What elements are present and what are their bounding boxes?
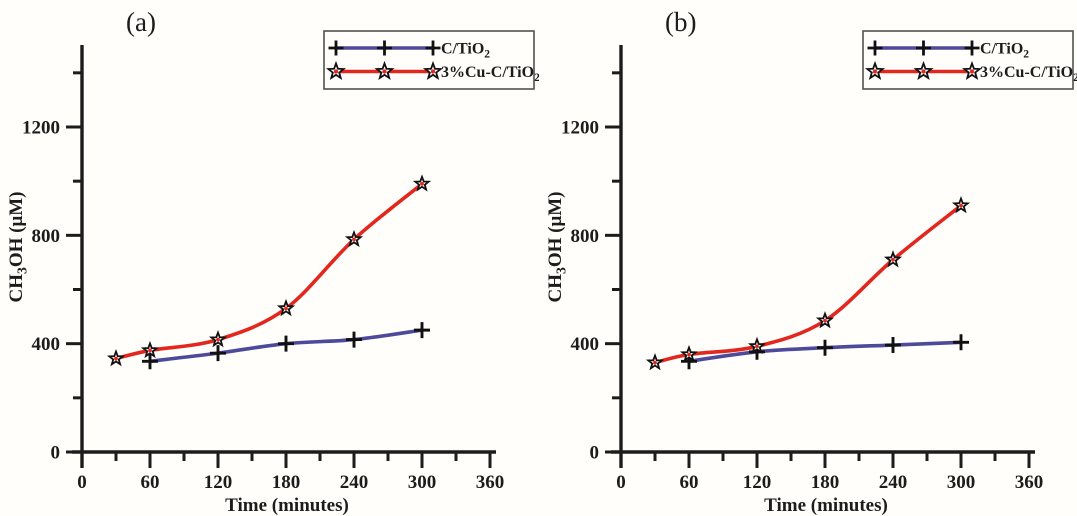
legend-star-marker xyxy=(374,60,395,81)
legend-entry-3-cu-c-tio2: 3%Cu-C/TiO2 xyxy=(325,60,539,84)
tick-labels: 0 60 120 180 240 300 360 0 400 800 1200 xyxy=(561,117,1043,493)
legend-plus-marker xyxy=(867,40,883,56)
panel-label: (b) xyxy=(665,7,696,37)
star-marker xyxy=(815,311,835,329)
legend-box xyxy=(323,30,535,90)
x-tick-label: 120 xyxy=(743,472,772,493)
star-marker xyxy=(747,336,767,355)
legend-entry-c-tio2: C/TiO2 xyxy=(867,40,1029,61)
legend-star-marker xyxy=(864,60,886,81)
tick-labels: 0 60 120 180 240 300 360 0 400 800 1200 xyxy=(22,117,504,493)
x-tick-label: 0 xyxy=(616,472,626,493)
x-tick-label: 0 xyxy=(77,472,87,493)
chart-panel-a: 0 60 120 180 240 300 360 0 400 800 1200 Time (minut… xyxy=(6,7,539,516)
y-axis-title: CH3OH (μM) xyxy=(6,191,30,302)
x-tick-label: 360 xyxy=(1015,472,1044,493)
star-marker xyxy=(645,353,665,371)
legend-box xyxy=(862,30,1074,90)
y-tick-label: 1200 xyxy=(22,117,60,138)
legend-plus-marker xyxy=(964,40,980,56)
legend-label: C/TiO2 xyxy=(441,41,490,61)
y-tick-label: 400 xyxy=(571,334,600,355)
star-marker xyxy=(344,229,364,248)
legend-label: 3%Cu-C/TiO2 xyxy=(980,64,1077,84)
x-tick-label: 180 xyxy=(272,472,301,493)
plus-marker xyxy=(142,353,158,370)
legend-star-marker xyxy=(422,60,444,81)
series-markers-3-cu-c-tio2 xyxy=(106,174,432,367)
y-tick-label: 800 xyxy=(571,226,600,247)
legend-star-marker xyxy=(913,60,934,81)
x-tick-label: 360 xyxy=(476,472,505,493)
legend-label: 3%Cu-C/TiO2 xyxy=(441,64,539,84)
y-tick-label: 800 xyxy=(32,226,61,247)
star-marker xyxy=(106,348,126,367)
legend-plus-marker xyxy=(916,40,931,56)
star-marker xyxy=(412,174,432,192)
legend-star-marker xyxy=(961,60,983,81)
legend-label: C/TiO2 xyxy=(980,41,1029,61)
x-axis-title: Time (minutes) xyxy=(764,495,888,516)
x-tick-label: 60 xyxy=(680,472,699,493)
x-tick-label: 60 xyxy=(141,472,160,493)
ticks xyxy=(605,71,1031,468)
plus-marker xyxy=(953,334,969,351)
star-marker xyxy=(883,250,903,268)
legend: C/TiO2 3%Cu-C/TiO2 xyxy=(862,30,1077,90)
x-tick-label: 180 xyxy=(811,472,840,493)
y-tick-label: 400 xyxy=(32,334,61,355)
legend-star-marker xyxy=(325,60,347,81)
plus-marker xyxy=(414,322,430,339)
star-marker xyxy=(951,195,971,214)
series-line-3-cu-c-tio2 xyxy=(114,182,424,361)
y-tick-label: 1200 xyxy=(561,117,599,138)
x-tick-label: 300 xyxy=(947,472,976,493)
legend: C/TiO2 3%Cu-C/TiO2 xyxy=(323,30,539,90)
plus-marker xyxy=(278,335,294,352)
legend-plus-marker xyxy=(328,40,344,56)
y-tick-label: 0 xyxy=(51,443,61,464)
series-markers-c-tio2 xyxy=(142,322,430,370)
series-markers-3-cu-c-tio2 xyxy=(645,195,971,371)
legend-entry-c-tio2: C/TiO2 xyxy=(328,40,490,61)
x-tick-label: 240 xyxy=(879,472,908,493)
panel-label: (a) xyxy=(126,7,156,37)
legend-plus-marker xyxy=(377,40,392,56)
y-axis-title: CH3OH (μM) xyxy=(545,191,569,302)
ticks xyxy=(66,71,492,468)
x-axis-title: Time (minutes) xyxy=(225,495,349,516)
y-tick-label: 0 xyxy=(590,443,600,464)
legend-entry-3-cu-c-tio2: 3%Cu-C/TiO2 xyxy=(864,60,1077,84)
x-tick-label: 300 xyxy=(408,472,437,493)
star-marker xyxy=(208,330,228,348)
plus-marker xyxy=(817,339,833,356)
series-line-3-cu-c-tio2 xyxy=(653,203,963,365)
x-tick-label: 240 xyxy=(340,472,369,493)
x-tick-label: 120 xyxy=(204,472,233,493)
star-marker xyxy=(276,298,296,317)
star-marker xyxy=(679,344,699,363)
chart-panel-b: 0 60 120 180 240 300 360 0 400 800 1200 Time (minut… xyxy=(545,7,1077,516)
plus-marker xyxy=(346,331,362,348)
legend-plus-marker xyxy=(425,40,441,56)
plus-marker xyxy=(885,337,901,354)
star-marker xyxy=(140,340,160,359)
plus-marker xyxy=(210,345,226,362)
